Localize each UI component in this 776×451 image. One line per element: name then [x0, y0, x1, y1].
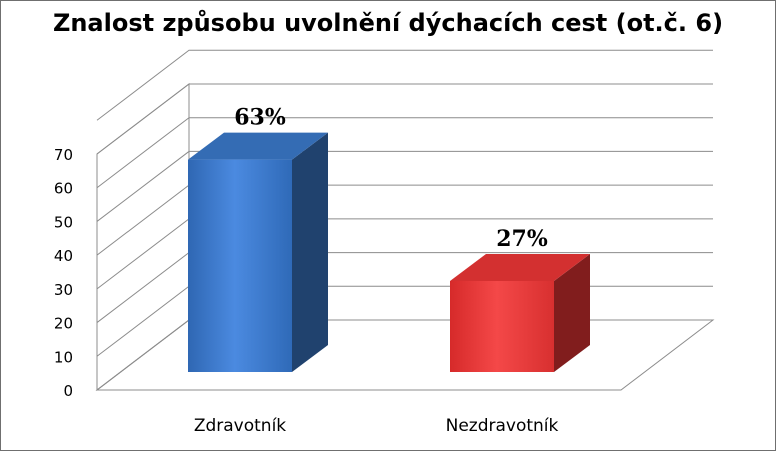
side-wall — [96, 82, 190, 392]
data-label: 27% — [496, 226, 548, 252]
data-labels: 63% 27% — [234, 105, 548, 252]
bar-side — [292, 132, 328, 372]
y-tick-label: 0 — [63, 382, 73, 400]
gridline — [96, 150, 713, 222]
chart-title: Znalost způsobu uvolnění dýchacích cest … — [52, 9, 724, 37]
bar-top — [450, 253, 590, 281]
bar-side — [554, 253, 590, 372]
bar-front — [188, 159, 292, 372]
y-tick-label: 10 — [54, 348, 73, 366]
gridline — [96, 49, 713, 121]
gridline — [96, 117, 713, 189]
bar-zdravotník — [188, 132, 328, 372]
gridline — [96, 83, 713, 155]
data-label: 63% — [234, 105, 286, 131]
bar-nezdravotník — [450, 253, 590, 372]
category-labels: Zdravotník Nezdravotník — [194, 416, 559, 436]
category-label: Zdravotník — [194, 416, 286, 436]
y-tick-label: 30 — [54, 281, 73, 299]
y-tick-label: 20 — [54, 315, 73, 333]
y-tick-label: 60 — [54, 180, 73, 198]
bars — [188, 132, 590, 372]
y-tick-label: 50 — [54, 213, 73, 231]
y-tick-label: 70 — [54, 146, 73, 164]
bar-top — [188, 132, 328, 160]
bar-front — [450, 280, 554, 372]
category-label: Nezdravotník — [446, 416, 559, 436]
y-tick-label: 40 — [54, 247, 73, 265]
y-axis-ticks: 0 10 20 30 40 50 60 70 — [54, 146, 73, 400]
